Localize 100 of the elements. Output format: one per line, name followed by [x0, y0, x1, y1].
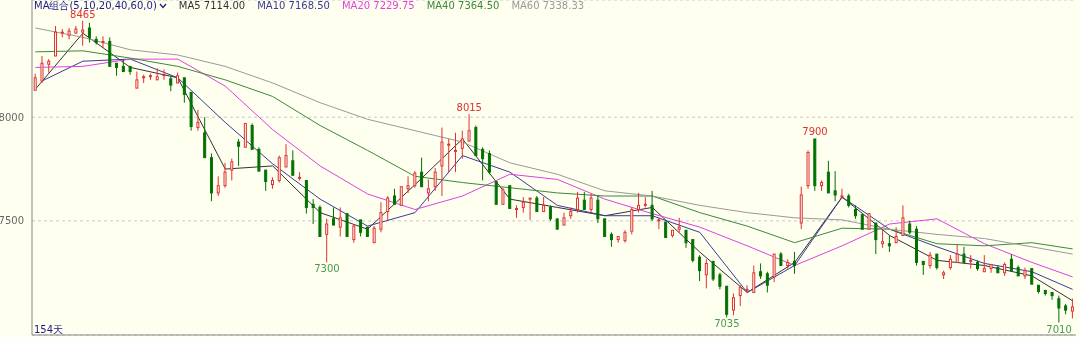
candlestick [840, 188, 844, 200]
candlestick [94, 35, 98, 46]
candlestick [481, 146, 485, 181]
candlestick [914, 225, 918, 267]
candlestick [704, 258, 708, 289]
candlestick [474, 125, 478, 157]
candlestick [535, 195, 539, 213]
candlestick [223, 162, 227, 189]
y-tick-label: 8000 [0, 111, 24, 123]
candlestick [284, 143, 288, 168]
candlestick [162, 68, 166, 81]
candlestick [182, 77, 186, 104]
candlestick [792, 251, 796, 275]
candlestick [1037, 284, 1041, 295]
candlestick [257, 146, 261, 172]
candlestick [331, 206, 335, 226]
legend-title: MA组合(5,10,20,40,60,0) [34, 0, 157, 11]
candlestick [894, 226, 898, 244]
text: MA40 7364.50 [426, 0, 500, 12]
candlestick [969, 254, 973, 270]
candlestick [664, 221, 668, 239]
candlestick [670, 229, 674, 239]
candlestick [718, 272, 722, 290]
candlestick [589, 193, 593, 214]
candlestick [379, 201, 383, 233]
y-tick-label: 7500 [0, 215, 24, 227]
candlestick [806, 149, 810, 190]
candlestick [40, 55, 44, 84]
candlestick [399, 186, 403, 206]
candlestick [196, 109, 200, 132]
candlestick [440, 127, 444, 197]
candlestick [47, 58, 51, 74]
annotation: 7300 [313, 263, 341, 275]
candlestick [901, 204, 905, 236]
candlestick [1023, 267, 1027, 280]
candlestick [738, 284, 742, 307]
candlestick [887, 234, 891, 253]
candlestick [881, 228, 885, 249]
candlestick [128, 65, 132, 76]
candlestick [108, 36, 112, 67]
candlestick [874, 222, 878, 255]
candlestick [115, 62, 119, 77]
candlestick [291, 149, 295, 176]
candlestick [637, 192, 641, 214]
annotation: 154天 [34, 323, 64, 337]
annotation: 8015 [455, 102, 483, 114]
candlestick [623, 229, 627, 244]
text: MA20 7229.75 [341, 0, 415, 12]
candlestick [982, 254, 986, 273]
annotation: 7035 [713, 318, 741, 330]
candlestick [711, 260, 715, 282]
candlestick [962, 246, 966, 263]
candlestick [521, 196, 525, 214]
candlestick [948, 254, 952, 271]
candlestick [447, 138, 451, 173]
candlestick [860, 214, 864, 230]
candlestick [1043, 289, 1047, 297]
text: MA60 7338.33 [511, 0, 585, 12]
candlestick [772, 253, 776, 283]
candlestick [454, 132, 458, 173]
candlestick [867, 213, 871, 230]
candlestick [243, 122, 247, 148]
candlestick [542, 196, 546, 213]
candlestick [698, 254, 702, 282]
candlestick [1003, 261, 1007, 277]
candlestick [684, 229, 688, 249]
text: MA5 7114.00 [178, 0, 246, 12]
candlestick [101, 35, 105, 49]
candlestick [121, 58, 125, 73]
candlestick [833, 170, 837, 202]
candlestick [928, 251, 932, 270]
candlestick [345, 213, 349, 237]
candlestick [494, 181, 498, 205]
candlestick [203, 116, 207, 159]
candlestick [989, 263, 993, 274]
candlestick [155, 67, 159, 81]
candlestick [657, 217, 661, 230]
candlestick [976, 259, 980, 272]
candlestick [1057, 295, 1061, 324]
candlestick [609, 231, 613, 248]
candlestick [508, 185, 512, 209]
candlestick [67, 27, 71, 40]
candlestick [304, 179, 308, 215]
candlestick [786, 258, 790, 270]
candlestick [413, 170, 417, 189]
candlestick [562, 212, 566, 226]
candlestick [555, 218, 559, 230]
candlestick [135, 71, 139, 89]
candlestick [420, 157, 424, 188]
candlestick [467, 113, 471, 142]
annotation: 7900 [801, 125, 829, 137]
candlestick [372, 225, 376, 244]
candlestick [650, 190, 654, 222]
candlestick [853, 204, 857, 220]
candlestick [54, 25, 58, 57]
candlestick [745, 284, 749, 293]
candlestick [569, 206, 573, 220]
candlestick [1009, 253, 1013, 272]
text: MA10 7168.50 [257, 0, 330, 12]
candlestick [813, 138, 817, 192]
